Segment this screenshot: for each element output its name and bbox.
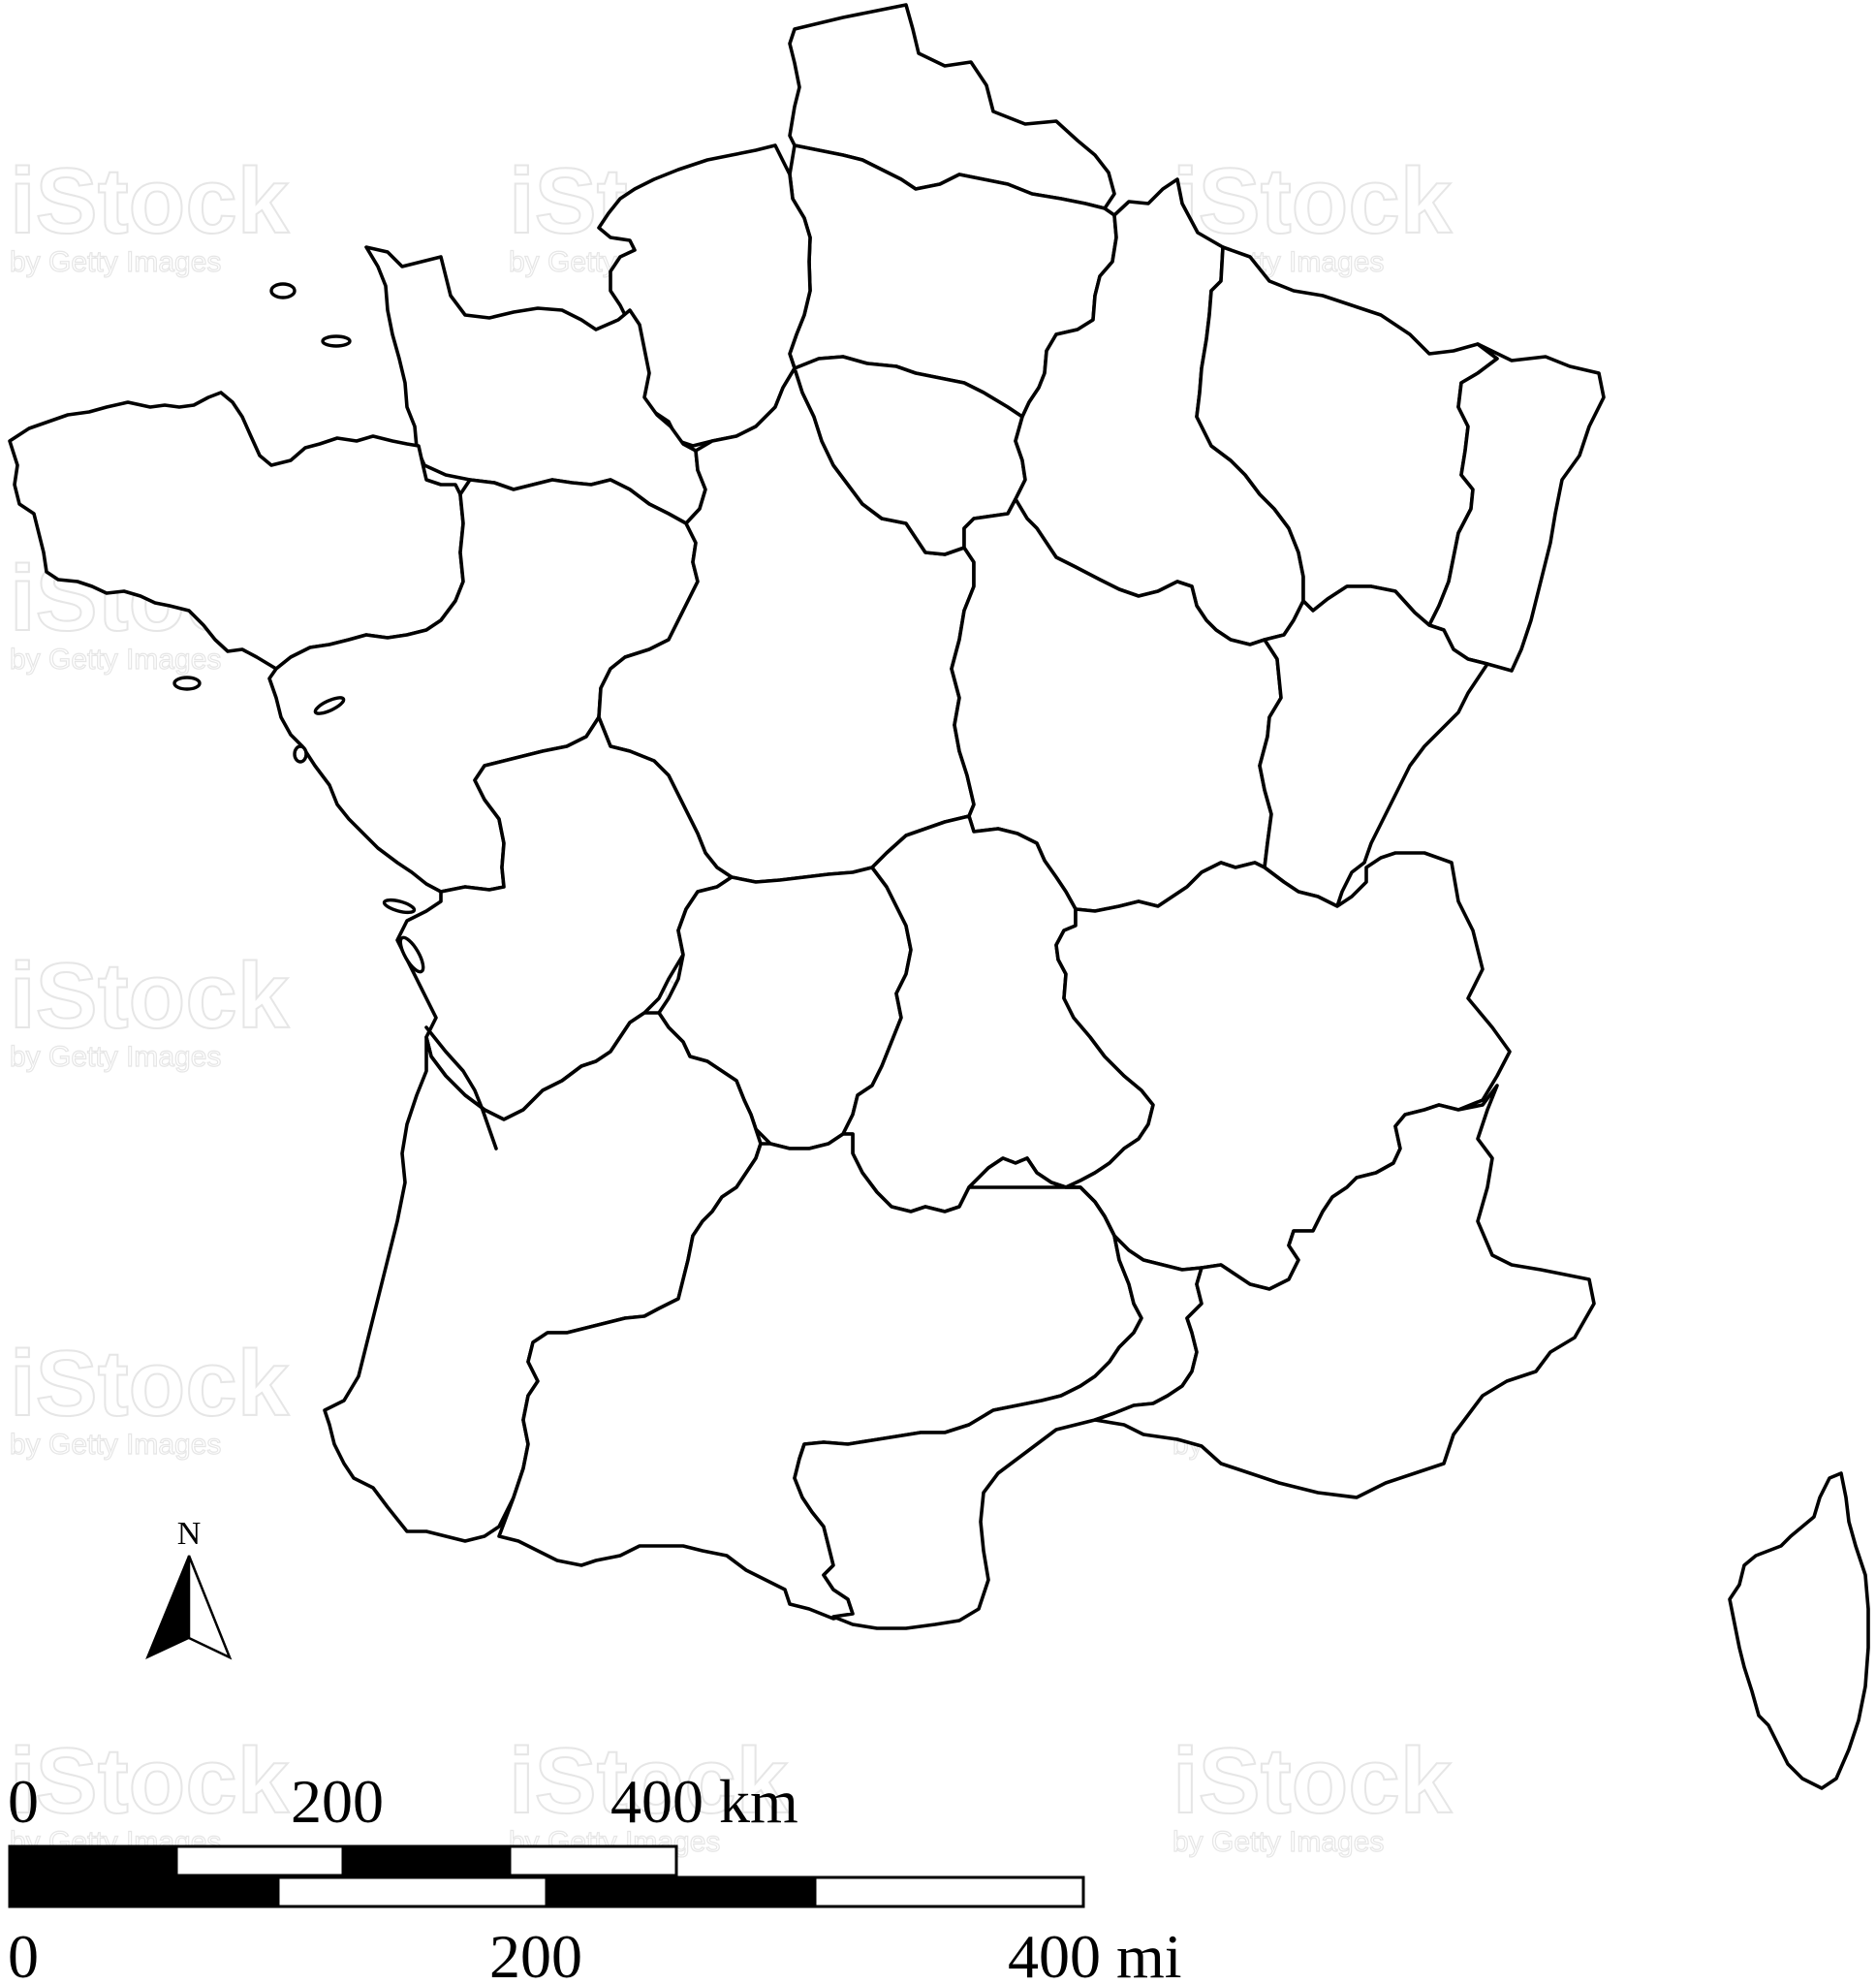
scale-km-segment-1 [174, 1844, 345, 1877]
watermark-sub-2-0: by Getty Images [10, 1041, 221, 1073]
gironde-estuary [424, 1025, 498, 1150]
scale-km-label-0: 0 [8, 1767, 39, 1836]
island-channel-2 [321, 334, 352, 348]
watermark-sub-0-0: by Getty Images [10, 246, 221, 278]
region-franche-comte [1258, 584, 1489, 908]
scale-mi-bar [8, 1875, 1085, 1908]
scale-mi-label-200: 200 [489, 1922, 582, 1985]
watermark-main-2-0: iStock [10, 944, 290, 1048]
scale-mi-segment-1 [276, 1875, 548, 1908]
watermark-main-0-2: iStock [1172, 149, 1453, 253]
scale-km-bar [8, 1844, 678, 1877]
scale-km-label-400: 400 km [610, 1767, 798, 1836]
north-arrow-icon: N [145, 1516, 233, 1660]
island-yeu [293, 744, 308, 764]
watermark-main-4-1: iStock [509, 1729, 789, 1833]
watermark-sub-3-0: by Getty Images [10, 1429, 221, 1461]
island-re [382, 898, 417, 915]
watermark-main-4-2: iStock [1172, 1729, 1453, 1833]
region-languedoc-roussillon [793, 1156, 1204, 1630]
scale-mi-label-400: 400 mi [1008, 1922, 1182, 1985]
scale-mi-label-0: 0 [8, 1922, 39, 1985]
watermark-sub-1-0: by Getty Images [10, 644, 221, 676]
scale-km-segment-3 [508, 1844, 678, 1877]
scale-km-label-200: 200 [291, 1767, 384, 1836]
scale-mi-segment-0 [8, 1875, 280, 1908]
island-oleron [398, 935, 425, 974]
scale-km-segment-2 [341, 1844, 512, 1877]
scale-mi-segment-3 [813, 1875, 1085, 1908]
north-label: N [177, 1516, 202, 1552]
regions-layer [8, 3, 1870, 1790]
scale-bar: 0 200 400 km 0 200 400 mi [8, 1767, 1182, 1985]
watermark-main-4-0: iStock [10, 1729, 290, 1833]
scale-mi-segment-2 [545, 1875, 817, 1908]
scale-km-segment-0 [8, 1844, 178, 1877]
region-corse [1728, 1471, 1870, 1790]
islands-layer [172, 282, 425, 974]
watermark-sub-4-2: by Getty Images [1172, 1826, 1384, 1858]
watermark-main-0-0: iStock [10, 149, 290, 253]
island-belle-ile [172, 676, 202, 691]
watermark-main-3-0: iStock [10, 1332, 290, 1435]
island-channel-1 [269, 282, 297, 299]
island-noirmoutier [313, 696, 346, 715]
region-provence-alpes-cote-dazur [1093, 1084, 1596, 1499]
